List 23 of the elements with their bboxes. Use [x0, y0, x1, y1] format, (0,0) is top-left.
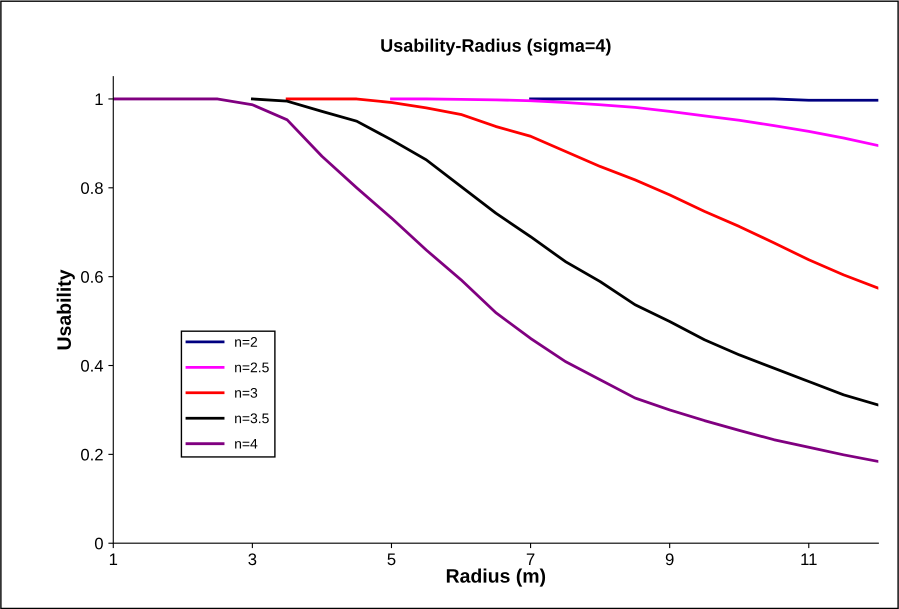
chart-title: Usability-Radius (sigma=4): [381, 38, 611, 56]
y-tick-label: 0.2: [81, 448, 103, 461]
x-tick-label: 9: [666, 553, 674, 566]
line-series: [390, 98, 878, 147]
legend-label: n=3.5: [235, 413, 269, 424]
line-series: [113, 98, 878, 463]
legend-label: n=4: [235, 438, 258, 449]
line-series: [286, 98, 878, 290]
legend-label: n=2: [235, 337, 258, 347]
legend-label: n=2.5: [235, 362, 269, 372]
x-tick-label: 11: [801, 554, 817, 566]
y-tick-label: 0.4: [81, 360, 104, 372]
x-tick-label: 7: [526, 554, 534, 566]
x-tick-label: 5: [388, 554, 396, 566]
x-tick-label: 3: [248, 553, 256, 566]
y-tick-label: 1: [96, 94, 103, 105]
y-axis-title: Usability: [56, 270, 75, 350]
legend-label: n=3: [235, 388, 258, 398]
x-axis-title: Radius (m): [446, 568, 546, 587]
y-tick-label: 0.8: [81, 182, 103, 194]
y-tick-label: 0.6: [81, 271, 103, 283]
x-tick-label: 1: [110, 554, 118, 566]
y-tick-label: 0: [94, 538, 103, 550]
